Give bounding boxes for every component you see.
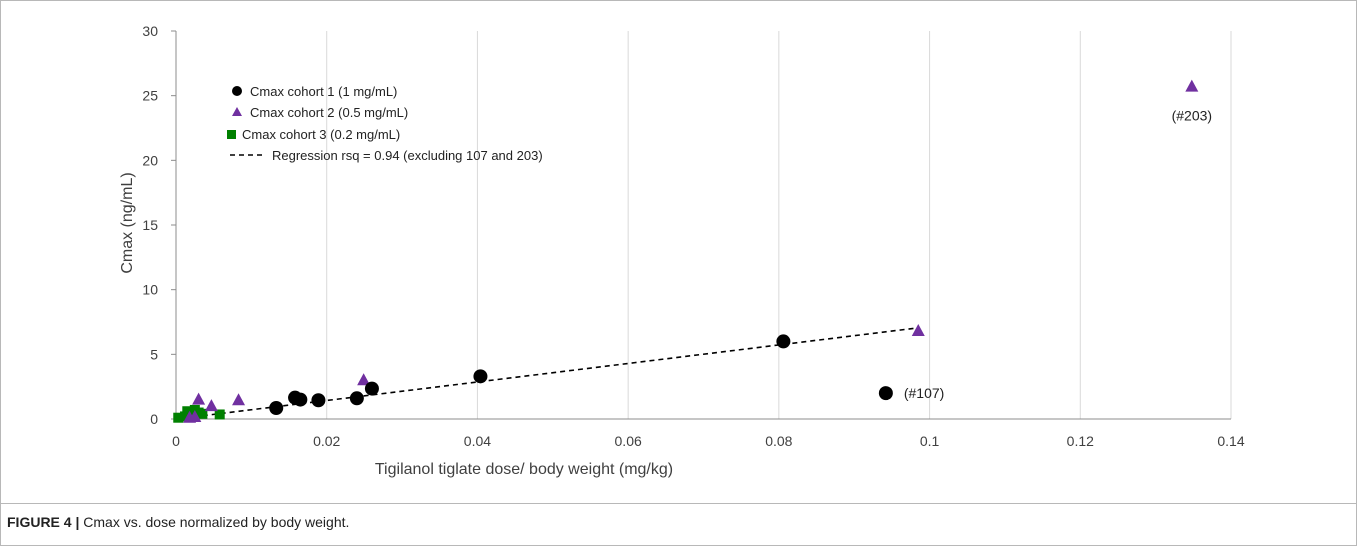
caption-text: Cmax vs. dose normalized by body weight. xyxy=(83,514,350,530)
cohort-1-point xyxy=(293,392,308,407)
cohort-3-point xyxy=(173,412,184,423)
cohort-1-point xyxy=(776,334,791,349)
x-tick-label: 0.12 xyxy=(1067,433,1094,449)
regression-line xyxy=(175,327,919,420)
cohort-2-point xyxy=(204,399,218,412)
x-tick-label: 0.1 xyxy=(920,433,940,449)
x-tick-label: 0.08 xyxy=(765,433,792,449)
legend: Cmax cohort 1 (1 mg/mL) Cmax cohort 2 (0… xyxy=(227,84,543,163)
x-tick-label: 0.14 xyxy=(1217,433,1244,449)
regression-layer xyxy=(175,327,919,420)
y-tick-label: 25 xyxy=(142,88,158,104)
cohort-1-point xyxy=(473,369,488,384)
cohort-1-point xyxy=(878,386,893,401)
caption-divider xyxy=(0,503,1357,504)
y-tick-label: 30 xyxy=(142,23,158,39)
legend-marker-cohort-2 xyxy=(232,107,242,116)
cohort-3-point xyxy=(180,411,191,422)
x-tick-label: 0.04 xyxy=(464,433,491,449)
y-tick-label: 20 xyxy=(142,152,158,168)
annotation-107: (#107) xyxy=(904,385,944,401)
legend-label-cohort-1: Cmax cohort 1 (1 mg/mL) xyxy=(250,84,397,99)
legend-marker-cohort-3 xyxy=(227,130,236,139)
y-axis-title: Cmax (ng/mL) xyxy=(119,172,136,273)
x-tick-labels: 0 0.02 0.04 0.06 0.08 0.1 0.12 0.14 xyxy=(172,433,1245,449)
y-tick-label: 5 xyxy=(150,346,158,362)
cohort-1-point xyxy=(311,393,326,408)
cohort-1-point xyxy=(364,381,379,396)
x-tick-label: 0.06 xyxy=(615,433,642,449)
figure-caption: FIGURE 4 | Cmax vs. dose normalized by b… xyxy=(7,514,349,530)
cohort-2-point xyxy=(1185,79,1199,92)
cohort-2-point xyxy=(192,392,206,405)
x-tick-label: 0 xyxy=(172,433,180,449)
cohort-3-point xyxy=(214,409,225,420)
legend-label-regression: Regression rsq = 0.94 (excluding 107 and… xyxy=(272,148,543,163)
y-tick-labels: 0 5 10 15 20 25 30 xyxy=(142,23,158,427)
annotations: (#107) (#203) xyxy=(904,108,1212,402)
grid-layer xyxy=(326,31,1232,419)
caption-label: FIGURE 4 | xyxy=(7,514,80,530)
x-tick-label: 0.02 xyxy=(313,433,340,449)
data-points xyxy=(173,79,1199,423)
annotation-203: (#203) xyxy=(1172,108,1212,124)
cohort-1-point xyxy=(269,401,284,416)
cohort-2-point xyxy=(357,373,371,386)
cohort-3-point xyxy=(197,408,208,419)
legend-label-cohort-3: Cmax cohort 3 (0.2 mg/mL) xyxy=(242,127,400,142)
cohort-1-point xyxy=(349,391,364,406)
cohort-2-point xyxy=(911,324,925,337)
y-tick-label: 10 xyxy=(142,282,158,298)
legend-label-cohort-2: Cmax cohort 2 (0.5 mg/mL) xyxy=(250,105,408,120)
cohort-2-point xyxy=(188,410,202,423)
y-tick-label: 0 xyxy=(150,411,158,427)
y-tick-label: 15 xyxy=(142,217,158,233)
x-axis-title: Tigilanol tiglate dose/ body weight (mg/… xyxy=(375,461,673,478)
cohort-2-point xyxy=(232,393,246,406)
legend-marker-cohort-1 xyxy=(232,86,242,96)
scatter-chart: 0 0.02 0.04 0.06 0.08 0.1 0.12 0.14 0 5 10 15 20 25 3… xyxy=(119,23,1245,478)
